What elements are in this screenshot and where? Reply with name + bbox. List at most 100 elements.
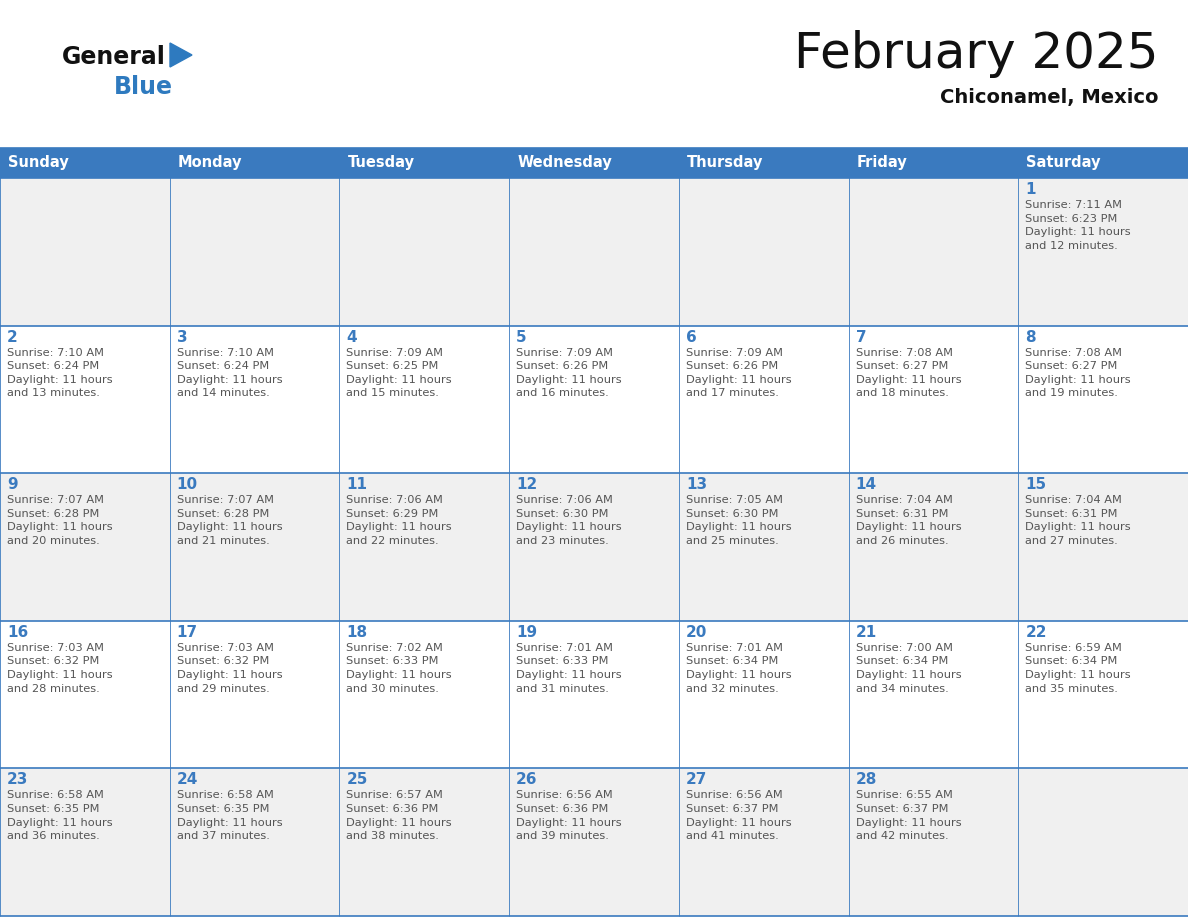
Text: Sunrise: 7:10 AM
Sunset: 6:24 PM
Daylight: 11 hours
and 13 minutes.: Sunrise: 7:10 AM Sunset: 6:24 PM Dayligh… [7, 348, 113, 398]
Text: Sunrise: 6:55 AM
Sunset: 6:37 PM
Daylight: 11 hours
and 42 minutes.: Sunrise: 6:55 AM Sunset: 6:37 PM Dayligh… [855, 790, 961, 841]
Bar [1018, 148, 1188, 178]
Text: Sunrise: 7:09 AM
Sunset: 6:25 PM
Daylight: 11 hours
and 15 minutes.: Sunrise: 7:09 AM Sunset: 6:25 PM Dayligh… [347, 348, 453, 398]
Bar [678, 473, 848, 621]
Text: Sunrise: 7:06 AM
Sunset: 6:30 PM
Daylight: 11 hours
and 23 minutes.: Sunrise: 7:06 AM Sunset: 6:30 PM Dayligh… [516, 495, 621, 546]
Bar [510, 621, 678, 768]
Bar [1018, 768, 1188, 916]
Bar [340, 473, 510, 621]
Text: Sunrise: 7:03 AM
Sunset: 6:32 PM
Daylight: 11 hours
and 29 minutes.: Sunrise: 7:03 AM Sunset: 6:32 PM Dayligh… [177, 643, 283, 694]
Text: Sunrise: 7:09 AM
Sunset: 6:26 PM
Daylight: 11 hours
and 17 minutes.: Sunrise: 7:09 AM Sunset: 6:26 PM Dayligh… [685, 348, 791, 398]
Bar [510, 148, 678, 178]
Text: Sunrise: 7:00 AM
Sunset: 6:34 PM
Daylight: 11 hours
and 34 minutes.: Sunrise: 7:00 AM Sunset: 6:34 PM Dayligh… [855, 643, 961, 694]
Text: Sunrise: 7:11 AM
Sunset: 6:23 PM
Daylight: 11 hours
and 12 minutes.: Sunrise: 7:11 AM Sunset: 6:23 PM Dayligh… [1025, 200, 1131, 251]
Text: 17: 17 [177, 625, 198, 640]
Bar [0, 148, 170, 178]
Text: 1: 1 [1025, 182, 1036, 197]
Text: 28: 28 [855, 772, 877, 788]
Bar [170, 473, 340, 621]
Text: 18: 18 [347, 625, 367, 640]
Bar [170, 621, 340, 768]
Bar [678, 148, 848, 178]
Bar [678, 178, 848, 326]
Text: Wednesday: Wednesday [517, 155, 612, 171]
Bar [678, 768, 848, 916]
Text: 4: 4 [347, 330, 358, 344]
Text: Chiconamel, Mexico: Chiconamel, Mexico [940, 88, 1158, 107]
Text: February 2025: February 2025 [794, 30, 1158, 78]
Text: Sunrise: 7:02 AM
Sunset: 6:33 PM
Daylight: 11 hours
and 30 minutes.: Sunrise: 7:02 AM Sunset: 6:33 PM Dayligh… [347, 643, 453, 694]
Bar [848, 473, 1018, 621]
Text: Sunrise: 6:57 AM
Sunset: 6:36 PM
Daylight: 11 hours
and 38 minutes.: Sunrise: 6:57 AM Sunset: 6:36 PM Dayligh… [347, 790, 453, 841]
Text: 8: 8 [1025, 330, 1036, 344]
Bar [1018, 621, 1188, 768]
Bar [0, 473, 170, 621]
Polygon shape [170, 43, 192, 67]
Bar [678, 326, 848, 473]
Bar [0, 768, 170, 916]
Text: Sunrise: 7:01 AM
Sunset: 6:34 PM
Daylight: 11 hours
and 32 minutes.: Sunrise: 7:01 AM Sunset: 6:34 PM Dayligh… [685, 643, 791, 694]
Bar [0, 178, 170, 326]
Bar [0, 621, 170, 768]
Bar [340, 178, 510, 326]
Text: 19: 19 [516, 625, 537, 640]
Text: 10: 10 [177, 477, 198, 492]
Text: 22: 22 [1025, 625, 1047, 640]
Bar [848, 768, 1018, 916]
Bar [848, 621, 1018, 768]
Text: Sunrise: 7:01 AM
Sunset: 6:33 PM
Daylight: 11 hours
and 31 minutes.: Sunrise: 7:01 AM Sunset: 6:33 PM Dayligh… [516, 643, 621, 694]
Text: 3: 3 [177, 330, 188, 344]
Text: 25: 25 [347, 772, 368, 788]
Text: 14: 14 [855, 477, 877, 492]
Text: Sunrise: 7:04 AM
Sunset: 6:31 PM
Daylight: 11 hours
and 27 minutes.: Sunrise: 7:04 AM Sunset: 6:31 PM Dayligh… [1025, 495, 1131, 546]
Text: 13: 13 [685, 477, 707, 492]
Bar [170, 768, 340, 916]
Text: Sunrise: 6:59 AM
Sunset: 6:34 PM
Daylight: 11 hours
and 35 minutes.: Sunrise: 6:59 AM Sunset: 6:34 PM Dayligh… [1025, 643, 1131, 694]
Text: 23: 23 [7, 772, 29, 788]
Bar [1018, 326, 1188, 473]
Bar [510, 473, 678, 621]
Bar [1018, 178, 1188, 326]
Text: Sunrise: 7:08 AM
Sunset: 6:27 PM
Daylight: 11 hours
and 18 minutes.: Sunrise: 7:08 AM Sunset: 6:27 PM Dayligh… [855, 348, 961, 398]
Text: Tuesday: Tuesday [347, 155, 415, 171]
Text: 27: 27 [685, 772, 707, 788]
Text: 16: 16 [7, 625, 29, 640]
Text: Sunrise: 7:06 AM
Sunset: 6:29 PM
Daylight: 11 hours
and 22 minutes.: Sunrise: 7:06 AM Sunset: 6:29 PM Dayligh… [347, 495, 453, 546]
Text: Sunrise: 7:08 AM
Sunset: 6:27 PM
Daylight: 11 hours
and 19 minutes.: Sunrise: 7:08 AM Sunset: 6:27 PM Dayligh… [1025, 348, 1131, 398]
Bar [678, 621, 848, 768]
Bar [510, 326, 678, 473]
Text: Sunrise: 7:10 AM
Sunset: 6:24 PM
Daylight: 11 hours
and 14 minutes.: Sunrise: 7:10 AM Sunset: 6:24 PM Dayligh… [177, 348, 283, 398]
Text: Sunrise: 7:07 AM
Sunset: 6:28 PM
Daylight: 11 hours
and 21 minutes.: Sunrise: 7:07 AM Sunset: 6:28 PM Dayligh… [177, 495, 283, 546]
Bar [0, 326, 170, 473]
Bar [170, 326, 340, 473]
Bar [170, 178, 340, 326]
Text: Sunrise: 7:09 AM
Sunset: 6:26 PM
Daylight: 11 hours
and 16 minutes.: Sunrise: 7:09 AM Sunset: 6:26 PM Dayligh… [516, 348, 621, 398]
Text: 2: 2 [7, 330, 18, 344]
Text: Sunrise: 6:58 AM
Sunset: 6:35 PM
Daylight: 11 hours
and 37 minutes.: Sunrise: 6:58 AM Sunset: 6:35 PM Dayligh… [177, 790, 283, 841]
Text: 11: 11 [347, 477, 367, 492]
Text: 21: 21 [855, 625, 877, 640]
Bar [510, 768, 678, 916]
Text: 24: 24 [177, 772, 198, 788]
Bar [510, 178, 678, 326]
Text: Monday: Monday [178, 155, 242, 171]
Text: Sunrise: 6:56 AM
Sunset: 6:37 PM
Daylight: 11 hours
and 41 minutes.: Sunrise: 6:56 AM Sunset: 6:37 PM Dayligh… [685, 790, 791, 841]
Text: 9: 9 [7, 477, 18, 492]
Bar [340, 621, 510, 768]
Text: Sunrise: 7:05 AM
Sunset: 6:30 PM
Daylight: 11 hours
and 25 minutes.: Sunrise: 7:05 AM Sunset: 6:30 PM Dayligh… [685, 495, 791, 546]
Text: General: General [62, 45, 166, 69]
Text: Blue: Blue [114, 75, 173, 99]
Bar [1018, 473, 1188, 621]
Bar [340, 148, 510, 178]
Text: Sunrise: 7:04 AM
Sunset: 6:31 PM
Daylight: 11 hours
and 26 minutes.: Sunrise: 7:04 AM Sunset: 6:31 PM Dayligh… [855, 495, 961, 546]
Text: 7: 7 [855, 330, 866, 344]
Text: 12: 12 [516, 477, 537, 492]
Text: Sunrise: 6:56 AM
Sunset: 6:36 PM
Daylight: 11 hours
and 39 minutes.: Sunrise: 6:56 AM Sunset: 6:36 PM Dayligh… [516, 790, 621, 841]
Bar [170, 148, 340, 178]
Bar [848, 178, 1018, 326]
Bar [340, 326, 510, 473]
Text: 20: 20 [685, 625, 707, 640]
Text: Friday: Friday [857, 155, 908, 171]
Text: 6: 6 [685, 330, 696, 344]
Bar [340, 768, 510, 916]
Text: 15: 15 [1025, 477, 1047, 492]
